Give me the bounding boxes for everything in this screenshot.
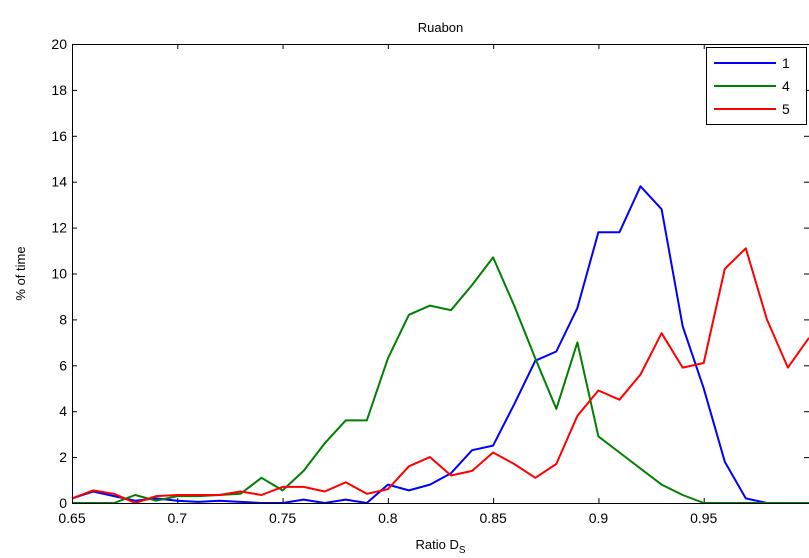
y-tick-label: 20 xyxy=(51,36,67,52)
x-axis-title-main: Ratio D xyxy=(415,537,458,552)
legend: 1 4 5 xyxy=(706,47,807,125)
x-tick-label: 0.75 xyxy=(269,510,296,526)
series-lines xyxy=(71,185,809,504)
chart-title: Ruabon xyxy=(418,20,464,35)
y-tick-label: 16 xyxy=(51,128,67,144)
plot-frame xyxy=(72,44,809,504)
y-tick-label: 14 xyxy=(51,174,67,190)
y-tick-label: 10 xyxy=(51,266,67,282)
x-tick-label: 0.8 xyxy=(378,510,398,526)
x-tick-label: 0.7 xyxy=(168,510,188,526)
y-tick-label: 18 xyxy=(51,82,67,98)
series-line-4 xyxy=(72,256,809,504)
y-tick-label: 6 xyxy=(59,357,67,373)
y-axis-title: % of time xyxy=(13,246,28,300)
x-tick-label: 0.65 xyxy=(58,510,85,526)
x-tick-label: 0.95 xyxy=(690,510,717,526)
legend-label-5: 5 xyxy=(782,101,790,117)
series-line-5 xyxy=(71,247,809,504)
y-tick-label: 12 xyxy=(51,220,67,236)
legend-label-1: 1 xyxy=(782,55,790,71)
series-line-1 xyxy=(71,185,809,504)
legend-label-4: 4 xyxy=(782,78,790,94)
x-axis-title: Ratio DS xyxy=(415,537,465,556)
y-tick-label: 2 xyxy=(59,449,67,465)
y-tick-label: 0 xyxy=(59,495,67,511)
x-axis-title-subscript: S xyxy=(459,545,466,556)
x-axis: 0.65 0.7 0.75 0.8 0.85 0.9 0.95 xyxy=(58,44,718,526)
y-tick-label: 4 xyxy=(59,403,67,419)
x-tick-label: 0.9 xyxy=(589,510,609,526)
y-tick-label: 8 xyxy=(59,311,67,327)
x-tick-label: 0.85 xyxy=(480,510,507,526)
